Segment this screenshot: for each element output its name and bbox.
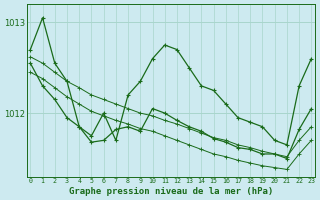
X-axis label: Graphe pression niveau de la mer (hPa): Graphe pression niveau de la mer (hPa) <box>69 187 273 196</box>
